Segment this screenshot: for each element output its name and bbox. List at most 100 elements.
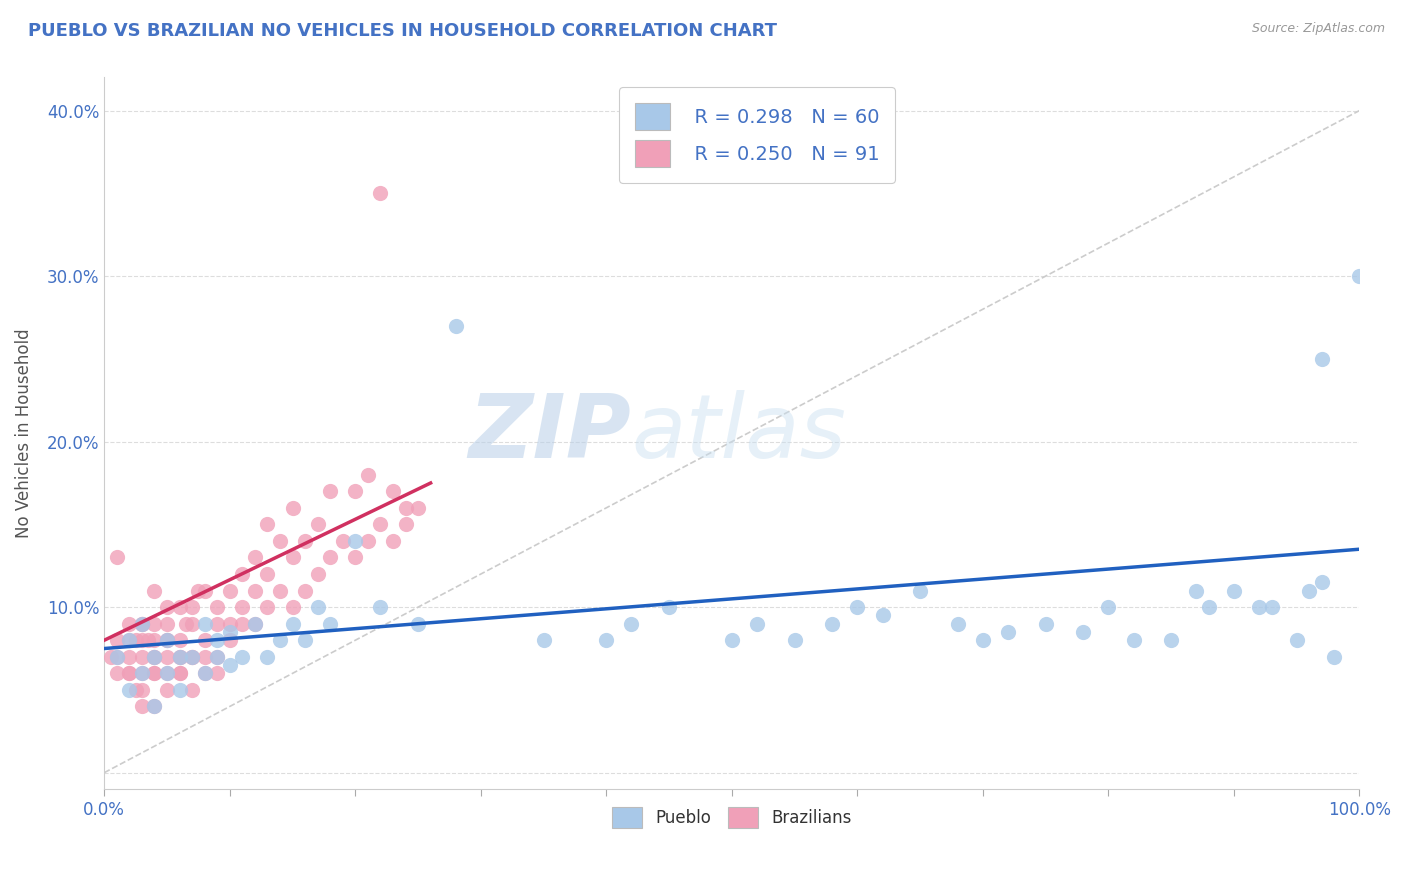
- Point: [205, 616, 228, 631]
- Point: [533, 633, 555, 648]
- Point: [294, 533, 316, 548]
- Point: [281, 600, 304, 615]
- Point: [169, 682, 191, 697]
- Point: [1185, 583, 1208, 598]
- Point: [872, 608, 894, 623]
- Point: [370, 186, 392, 201]
- Point: [1035, 616, 1057, 631]
- Point: [181, 649, 204, 664]
- Point: [131, 633, 153, 648]
- Legend: Pueblo, Brazilians: Pueblo, Brazilians: [606, 801, 858, 834]
- Point: [174, 616, 197, 631]
- Point: [156, 633, 179, 648]
- Point: [131, 682, 153, 697]
- Point: [181, 649, 204, 664]
- Text: PUEBLO VS BRAZILIAN NO VEHICLES IN HOUSEHOLD CORRELATION CHART: PUEBLO VS BRAZILIAN NO VEHICLES IN HOUSE…: [28, 22, 778, 40]
- Point: [344, 484, 367, 499]
- Point: [231, 616, 253, 631]
- Point: [143, 649, 166, 664]
- Point: [169, 666, 191, 681]
- Point: [143, 616, 166, 631]
- Point: [231, 567, 253, 582]
- Point: [1348, 269, 1371, 284]
- Point: [745, 616, 768, 631]
- Point: [131, 699, 153, 714]
- Point: [181, 682, 204, 697]
- Point: [156, 633, 179, 648]
- Point: [357, 467, 380, 482]
- Point: [821, 616, 844, 631]
- Point: [131, 616, 153, 631]
- Point: [218, 633, 240, 648]
- Point: [394, 500, 416, 515]
- Point: [187, 583, 209, 598]
- Point: [194, 666, 217, 681]
- Point: [406, 616, 429, 631]
- Point: [231, 649, 253, 664]
- Point: [143, 649, 166, 664]
- Point: [357, 533, 380, 548]
- Point: [143, 649, 166, 664]
- Point: [169, 649, 191, 664]
- Point: [381, 484, 404, 499]
- Point: [319, 616, 342, 631]
- Point: [1097, 600, 1119, 615]
- Point: [256, 600, 278, 615]
- Text: Source: ZipAtlas.com: Source: ZipAtlas.com: [1251, 22, 1385, 36]
- Point: [307, 567, 329, 582]
- Point: [156, 682, 179, 697]
- Point: [205, 666, 228, 681]
- Text: atlas: atlas: [631, 391, 846, 476]
- Point: [143, 666, 166, 681]
- Point: [1323, 649, 1346, 664]
- Point: [846, 600, 869, 615]
- Point: [344, 550, 367, 565]
- Point: [256, 649, 278, 664]
- Point: [1310, 575, 1333, 590]
- Point: [181, 600, 204, 615]
- Point: [143, 699, 166, 714]
- Point: [332, 533, 354, 548]
- Y-axis label: No Vehicles in Household: No Vehicles in Household: [15, 328, 32, 538]
- Point: [394, 517, 416, 532]
- Point: [294, 583, 316, 598]
- Point: [143, 583, 166, 598]
- Point: [118, 666, 141, 681]
- Point: [620, 616, 643, 631]
- Point: [181, 616, 204, 631]
- Point: [243, 550, 266, 565]
- Point: [100, 649, 122, 664]
- Point: [243, 616, 266, 631]
- Point: [124, 682, 146, 697]
- Point: [783, 633, 806, 648]
- Point: [218, 658, 240, 673]
- Point: [131, 616, 153, 631]
- Point: [131, 649, 153, 664]
- Point: [1073, 624, 1095, 639]
- Point: [595, 633, 617, 648]
- Point: [972, 633, 994, 648]
- Point: [319, 550, 342, 565]
- Point: [194, 649, 217, 664]
- Point: [118, 682, 141, 697]
- Point: [1285, 633, 1308, 648]
- Point: [169, 649, 191, 664]
- Point: [105, 649, 128, 664]
- Point: [1249, 600, 1271, 615]
- Point: [269, 533, 291, 548]
- Point: [1298, 583, 1320, 598]
- Point: [143, 666, 166, 681]
- Point: [205, 649, 228, 664]
- Point: [381, 533, 404, 548]
- Point: [105, 550, 128, 565]
- Point: [194, 583, 217, 598]
- Point: [1198, 600, 1220, 615]
- Point: [370, 517, 392, 532]
- Point: [181, 649, 204, 664]
- Point: [721, 633, 744, 648]
- Point: [997, 624, 1019, 639]
- Point: [156, 666, 179, 681]
- Point: [1223, 583, 1246, 598]
- Point: [124, 633, 146, 648]
- Point: [156, 600, 179, 615]
